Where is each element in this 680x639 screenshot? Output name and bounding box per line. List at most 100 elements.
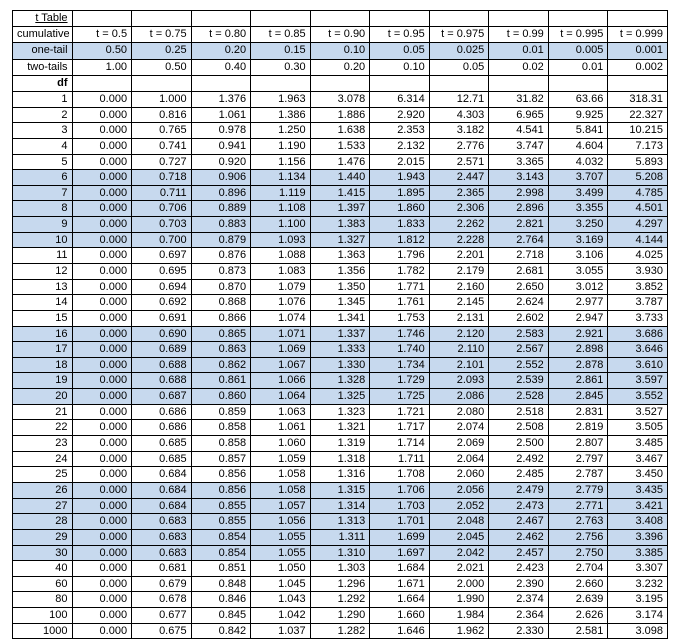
header-cell: t = 0.99 [489, 27, 549, 43]
value-cell: 7.173 [608, 138, 668, 154]
value-cell: 0.718 [132, 170, 192, 186]
value-cell: 1.350 [310, 279, 370, 295]
value-cell: 1.059 [251, 451, 311, 467]
value-cell: 0.000 [72, 138, 132, 154]
df-cell: 10 [13, 232, 73, 248]
value-cell: 1.074 [251, 310, 311, 326]
value-cell: 0.883 [191, 217, 251, 233]
value-cell: 1.119 [251, 185, 311, 201]
value-cell: 3.396 [608, 529, 668, 545]
value-cell: 3.505 [608, 420, 668, 436]
value-cell: 3.106 [548, 248, 608, 264]
value-cell: 2.447 [429, 170, 489, 186]
value-cell: 1.895 [370, 185, 430, 201]
value-cell: 3.385 [608, 545, 668, 561]
value-cell: 0.861 [191, 373, 251, 389]
value-cell: 1.050 [251, 561, 311, 577]
value-cell: 2.467 [489, 514, 549, 530]
value-cell: 0.687 [132, 389, 192, 405]
value-cell: 1.476 [310, 154, 370, 170]
table-row: 290.0000.6830.8541.0551.3111.6992.0452.4… [13, 529, 668, 545]
value-cell: 2.457 [489, 545, 549, 561]
value-cell: 3.527 [608, 404, 668, 420]
df-cell: 9 [13, 217, 73, 233]
header-cell: 0.001 [608, 43, 668, 59]
value-cell: 4.032 [548, 154, 608, 170]
value-cell: 4.297 [608, 217, 668, 233]
value-cell: 1.345 [310, 295, 370, 311]
value-cell: 2.365 [429, 185, 489, 201]
value-cell: 3.733 [608, 310, 668, 326]
value-cell: 1.316 [310, 467, 370, 483]
table-row: 250.0000.6840.8561.0581.3161.7082.0602.4… [13, 467, 668, 483]
value-cell: 1.318 [310, 451, 370, 467]
value-cell: 3.930 [608, 263, 668, 279]
value-cell: 2.074 [429, 420, 489, 436]
df-cell: 7 [13, 185, 73, 201]
table-row: 100.0000.7000.8791.0931.3271.8122.2282.7… [13, 232, 668, 248]
value-cell: 1.037 [251, 623, 311, 639]
value-cell: 2.807 [548, 436, 608, 452]
value-cell: 2.306 [429, 201, 489, 217]
value-cell: 1.782 [370, 263, 430, 279]
value-cell: 2.045 [429, 529, 489, 545]
header-cell: 0.20 [191, 43, 251, 59]
value-cell: 2.947 [548, 310, 608, 326]
value-cell: 1.963 [251, 91, 311, 107]
value-cell: 3.195 [608, 592, 668, 608]
value-cell: 1.325 [310, 389, 370, 405]
value-cell: 1.250 [251, 123, 311, 139]
value-cell: 3.646 [608, 342, 668, 358]
header-cell: t = 0.95 [370, 27, 430, 43]
header-cell: 0.15 [251, 43, 311, 59]
value-cell: 3.707 [548, 170, 608, 186]
header-cell: 0.01 [548, 59, 608, 75]
value-cell: 4.501 [608, 201, 668, 217]
value-cell: 1.057 [251, 498, 311, 514]
value-cell: 0.686 [132, 420, 192, 436]
value-cell: 1.664 [370, 592, 430, 608]
value-cell: 2.330 [489, 623, 549, 639]
value-cell: 1.310 [310, 545, 370, 561]
value-cell: 1.319 [310, 436, 370, 452]
header-cell: t = 0.5 [72, 27, 132, 43]
value-cell: 0.855 [191, 498, 251, 514]
table-row: 110.0000.6970.8761.0881.3631.7962.2012.7… [13, 248, 668, 264]
value-cell: 0.684 [132, 467, 192, 483]
value-cell: 1.100 [251, 217, 311, 233]
value-cell: 1.533 [310, 138, 370, 154]
value-cell: 0.876 [191, 248, 251, 264]
value-cell: 0.765 [132, 123, 192, 139]
table-row: 260.0000.6840.8561.0581.3151.7062.0562.4… [13, 482, 668, 498]
value-cell: 1.055 [251, 529, 311, 545]
value-cell: 0.000 [72, 608, 132, 624]
value-cell: 5.841 [548, 123, 608, 139]
value-cell: 2.060 [429, 467, 489, 483]
value-cell: 0.000 [72, 623, 132, 639]
value-cell: 0.000 [72, 310, 132, 326]
value-cell: 1.796 [370, 248, 430, 264]
value-cell: 1.083 [251, 263, 311, 279]
value-cell: 2.581 [548, 623, 608, 639]
header-row-label: cumulative prob. [13, 27, 73, 43]
value-cell: 0.842 [191, 623, 251, 639]
value-cell: 0.000 [72, 342, 132, 358]
value-cell: 1.734 [370, 357, 430, 373]
value-cell: 0.688 [132, 373, 192, 389]
value-cell: 3.143 [489, 170, 549, 186]
value-cell: 0.683 [132, 545, 192, 561]
value-cell: 2.878 [548, 357, 608, 373]
value-cell: 1.069 [251, 342, 311, 358]
value-cell: 2.048 [429, 514, 489, 530]
value-cell: 2.779 [548, 482, 608, 498]
value-cell: 1.321 [310, 420, 370, 436]
value-cell: 1.646 [370, 623, 430, 639]
df-cell: 40 [13, 561, 73, 577]
value-cell: 0.000 [72, 529, 132, 545]
value-cell: 0.860 [191, 389, 251, 405]
value-cell: 3.686 [608, 326, 668, 342]
value-cell: 1.699 [370, 529, 430, 545]
value-cell: 1.313 [310, 514, 370, 530]
table-row: 10.0001.0001.3761.9633.0786.31412.7131.8… [13, 91, 668, 107]
table-row: 800.0000.6780.8461.0431.2921.6641.9902.3… [13, 592, 668, 608]
